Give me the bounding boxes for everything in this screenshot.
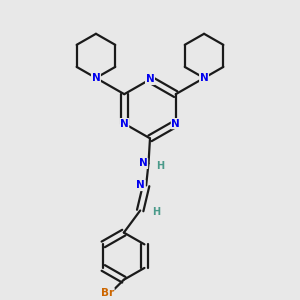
Text: N: N [200,73,208,83]
Text: N: N [171,118,180,129]
Text: N: N [92,73,100,83]
Text: N: N [139,158,148,168]
Text: H: H [156,161,164,171]
Text: N: N [146,74,154,84]
Text: N: N [136,181,145,190]
Text: H: H [152,207,160,217]
Text: N: N [120,118,129,129]
Text: Br: Br [101,288,114,298]
